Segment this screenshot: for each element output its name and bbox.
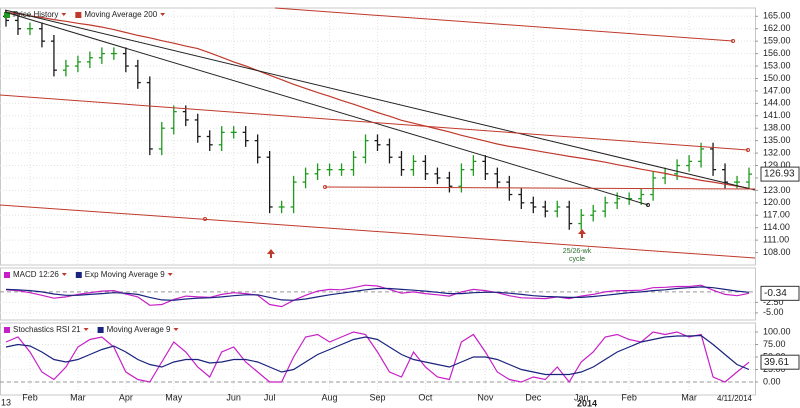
legend-dropdown [61, 13, 67, 16]
legend-swatch [4, 12, 10, 18]
x-tick-label: Feb [22, 392, 38, 402]
legend-dropdown [61, 273, 67, 276]
last-value-label: 126.93 [764, 169, 795, 180]
x-tick-label: Jan [574, 392, 589, 402]
annotation: cycle [569, 256, 585, 263]
line-handle [646, 203, 650, 207]
legend-dropdown [173, 328, 179, 331]
legend-dropdown [83, 328, 89, 331]
series-line [5, 331, 750, 384]
last-value-box [760, 354, 800, 370]
y-tick-label: 0.00 [763, 376, 781, 386]
legend-label: MACD 12:26 [13, 270, 59, 279]
channel-line [274, 7, 734, 42]
y-tick-label: 156.00 [763, 48, 791, 58]
y-tick-label: 147.00 [763, 85, 791, 95]
series-line [5, 286, 750, 301]
year-label: 13 [1, 397, 11, 407]
y-tick-label: 108.00 [763, 247, 791, 257]
last-value-box [760, 285, 800, 301]
y-tick-label: -2.50 [763, 297, 784, 307]
y-tick-label: 129.00 [763, 160, 791, 170]
y-tick-label: 75.00 [763, 339, 786, 349]
x-tick-label: Sep [369, 392, 385, 402]
last-value-box [760, 166, 800, 182]
x-tick-label: Nov [477, 392, 494, 402]
trend-line [4, 9, 756, 191]
date-label: 4/11/2014 [717, 394, 753, 403]
x-tick-label: Feb [621, 392, 637, 402]
support-line [324, 186, 756, 190]
x-tick-label: Mar [70, 392, 86, 402]
y-tick-label: 117.00 [763, 210, 790, 220]
y-tick-label: 141.00 [763, 110, 791, 120]
y-tick-label: 135.00 [763, 135, 791, 145]
series-line [5, 284, 750, 308]
y-tick-label: -5.00 [763, 307, 784, 317]
year-label: 2014 [577, 398, 597, 408]
line-handle [203, 217, 207, 221]
y-tick-label: 123.00 [763, 185, 791, 195]
legend-label: Exp Moving Average 9 [85, 270, 165, 279]
legend-label: Stochastics RSI 21 [13, 325, 81, 334]
channel-line [0, 204, 756, 259]
cycle-arrow [578, 229, 586, 238]
line-handle [323, 185, 327, 189]
y-tick-label: 159.00 [763, 36, 791, 46]
annotation: 25/26-wk [563, 248, 592, 255]
x-tick-label: Dec [525, 392, 542, 402]
legend-swatch [4, 272, 10, 278]
x-tick-label: May [165, 392, 183, 402]
y-tick-label: 111.00 [763, 235, 789, 245]
x-tick-label: Mar [681, 392, 697, 402]
line-handle [746, 148, 750, 152]
y-tick-label: 100.00 [763, 326, 791, 336]
y-tick-label: 120.00 [763, 197, 791, 207]
y-tick-label: 132.00 [763, 147, 791, 157]
legend-swatch [97, 327, 104, 333]
legend-label: Moving Average 200 [84, 10, 157, 19]
y-tick-label: 162.00 [763, 23, 791, 33]
x-tick-label: Aug [322, 392, 338, 402]
y-tick-label: 138.00 [763, 123, 791, 133]
series-line [5, 11, 750, 189]
legend-label: Price History [13, 10, 58, 19]
y-tick-label: 153.00 [763, 60, 791, 70]
marks: 108.00 111.00 114.00 117.00 120.00 123.00 126.… [0, 7, 800, 402]
legend-dropdown [160, 13, 166, 16]
line-handle [731, 39, 735, 43]
y-tick-label: 150.00 [763, 73, 791, 83]
x-tick-label: Apr [119, 392, 133, 402]
x-tick-label: Oct [418, 392, 433, 402]
trend-lines: 25/26-wk cycle 13 2014 4/11/2014 [0, 7, 756, 408]
y-tick-label: 144.00 [763, 98, 791, 108]
y-tick-label: 114.00 [763, 222, 790, 232]
legend-dropdown [167, 273, 173, 276]
trend-line [4, 11, 649, 206]
x-tick-label: Jun [226, 392, 241, 402]
x-tick-label: Jul [264, 392, 276, 402]
y-tick-label: 165.00 [763, 11, 791, 21]
last-value-label: 39.61 [764, 357, 789, 368]
last-value-label: -0.34 [764, 288, 787, 299]
legend-swatch [4, 327, 10, 333]
legend-label: Moving Average 9 [107, 325, 171, 334]
series-line [5, 334, 750, 376]
channel-line [0, 94, 749, 151]
cycle-arrow [267, 249, 275, 258]
legend-swatch [75, 272, 82, 278]
legend-swatch [75, 12, 82, 18]
